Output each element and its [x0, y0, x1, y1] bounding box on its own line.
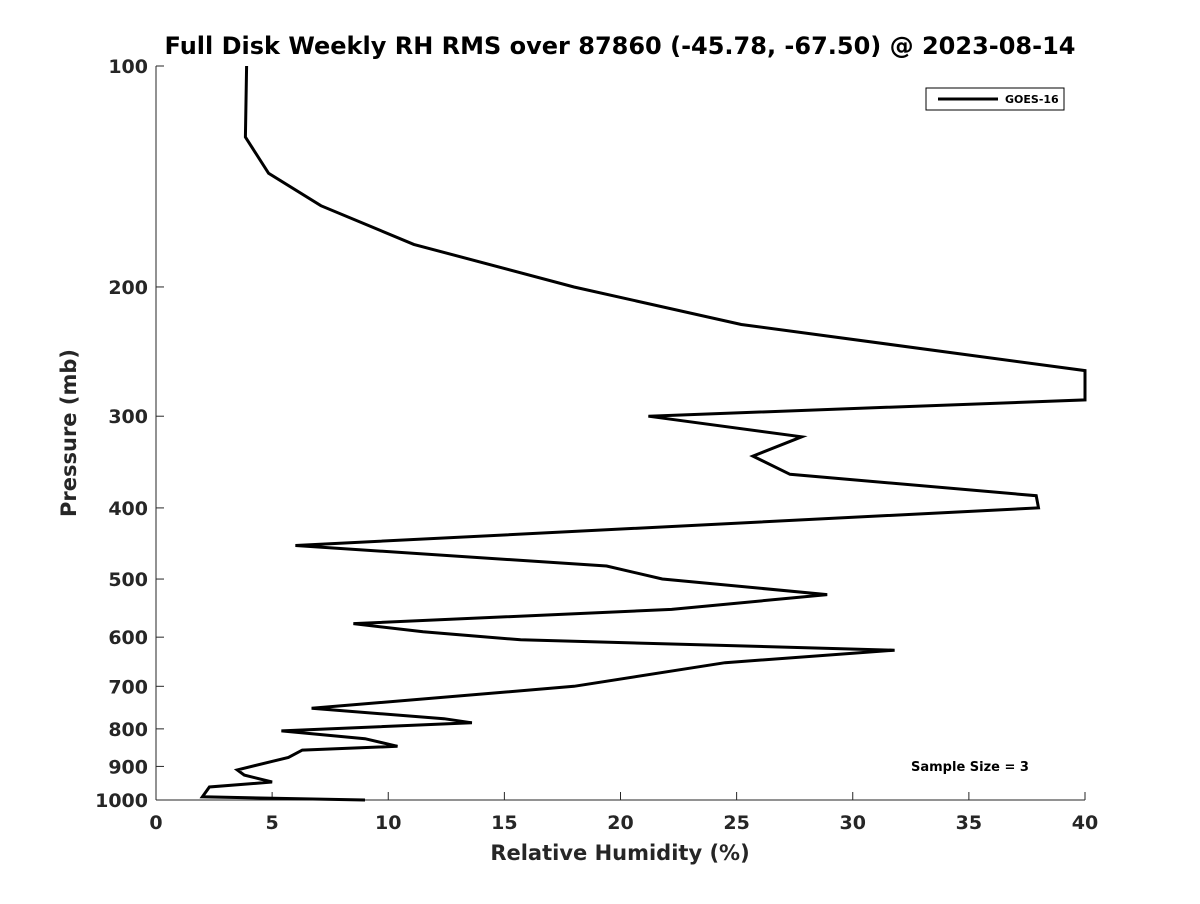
y-axis-label: Pressure (mb) [57, 349, 81, 517]
y-tick-label: 200 [108, 277, 148, 299]
legend-label-goes-16: GOES-16 [1005, 93, 1059, 106]
tick-marks [155, 65, 1086, 801]
y-tick-label: 700 [108, 676, 148, 698]
x-tick-label: 25 [723, 812, 749, 834]
x-tick-label: 0 [149, 812, 162, 834]
legend: GOES-16 [925, 87, 1065, 111]
y-tick-label: 1000 [95, 790, 148, 812]
y-tick-label: 100 [108, 56, 148, 78]
series-lines [199, 65, 1087, 802]
y-tick-label: 300 [108, 406, 148, 428]
x-axis-label: Relative Humidity (%) [490, 841, 749, 865]
x-tick-label: 40 [1072, 812, 1098, 834]
series-line-goes-16 [199, 65, 1087, 802]
x-tick-label: 20 [607, 812, 633, 834]
y-tick-label: 600 [108, 627, 148, 649]
x-tick-label: 5 [266, 812, 279, 834]
y-tick-labels: 100 200 300 400 500 600 700 800 900 1000 [95, 56, 148, 812]
x-tick-label: 30 [840, 812, 866, 834]
x-tick-label: 10 [375, 812, 401, 834]
chart-title: Full Disk Weekly RH RMS over 87860 (-45.… [165, 32, 1076, 60]
y-tick-label: 400 [108, 498, 148, 520]
y-tick-label: 900 [108, 756, 148, 778]
x-tick-label: 15 [491, 812, 517, 834]
axes [155, 66, 1085, 801]
y-tick-label: 800 [108, 719, 148, 741]
x-tick-labels: 0 5 10 15 20 25 30 35 40 [149, 812, 1098, 834]
x-tick-label: 35 [956, 812, 982, 834]
sample-size-annotation: Sample Size = 3 [911, 760, 1029, 775]
y-tick-label: 500 [108, 569, 148, 591]
